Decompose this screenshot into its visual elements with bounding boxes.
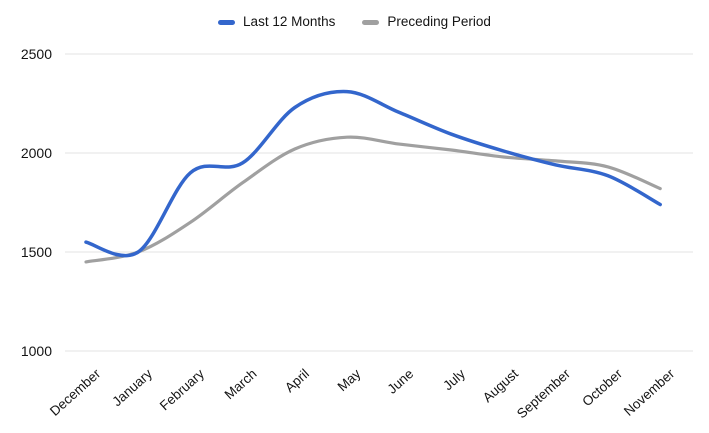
series-line-last-12-months (84, 89, 662, 258)
chart-legend: Last 12 Months Preceding Period (0, 11, 709, 33)
legend-label-preceding-period: Preceding Period (387, 14, 491, 30)
y-tick-label: 2500 (20, 46, 52, 62)
series-line-preceding-period (84, 135, 662, 264)
legend-item-last-12-months[interactable]: Last 12 Months (218, 15, 335, 29)
legend-label-last-12-months: Last 12 Months (243, 14, 336, 30)
y-tick-label: 1000 (20, 343, 52, 359)
legend-item-preceding-period[interactable]: Preceding Period (362, 15, 491, 29)
legend-swatch-last-12-months-icon (218, 19, 236, 25)
legend-swatch-preceding-period-icon (362, 19, 380, 25)
gridlines (65, 53, 693, 352)
y-tick-label: 1500 (20, 244, 52, 260)
y-tick-label: 2000 (20, 145, 52, 161)
series-lines (84, 89, 662, 264)
